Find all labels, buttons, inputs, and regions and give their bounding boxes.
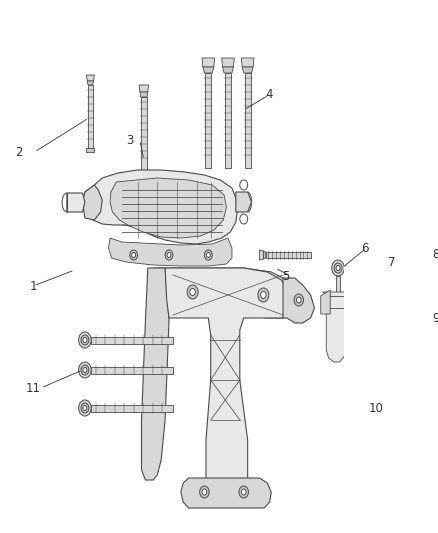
Circle shape [200,486,209,498]
Circle shape [202,489,207,495]
Text: 7: 7 [388,256,395,270]
Text: 4: 4 [265,88,272,101]
Polygon shape [205,73,212,168]
Polygon shape [181,478,271,508]
Polygon shape [88,85,93,148]
Polygon shape [321,290,330,314]
Polygon shape [259,250,263,260]
Polygon shape [91,367,173,374]
Polygon shape [244,73,251,168]
Polygon shape [91,336,173,343]
Polygon shape [225,73,231,168]
Polygon shape [165,268,290,495]
Circle shape [294,294,304,306]
Polygon shape [141,268,169,480]
Circle shape [83,367,87,373]
Polygon shape [86,75,94,81]
Polygon shape [241,58,254,67]
Text: 3: 3 [126,133,134,147]
Polygon shape [110,178,226,238]
Polygon shape [283,278,314,323]
Text: 11: 11 [25,382,41,394]
Polygon shape [86,148,94,152]
Polygon shape [357,278,366,285]
Polygon shape [322,292,409,362]
Circle shape [258,288,269,302]
Polygon shape [141,97,147,170]
Circle shape [78,362,91,378]
Circle shape [240,180,247,190]
Polygon shape [202,58,215,67]
Circle shape [187,285,198,299]
Text: 5: 5 [282,270,289,282]
Circle shape [167,253,171,257]
Circle shape [83,337,87,343]
Circle shape [81,365,89,375]
Circle shape [336,265,340,271]
Text: 1: 1 [29,279,37,293]
Circle shape [132,253,136,257]
Circle shape [405,349,410,356]
Polygon shape [399,340,415,362]
Polygon shape [263,251,266,259]
Polygon shape [87,81,94,85]
Polygon shape [236,192,251,212]
Circle shape [332,260,344,276]
Circle shape [403,346,412,358]
Circle shape [240,214,247,224]
Circle shape [206,253,210,257]
Text: 10: 10 [368,401,383,415]
Circle shape [165,250,173,260]
Circle shape [334,263,342,273]
Polygon shape [321,296,409,308]
Polygon shape [358,285,366,290]
Polygon shape [67,193,85,212]
Circle shape [78,332,91,348]
Polygon shape [401,308,412,340]
Polygon shape [109,238,232,266]
Circle shape [205,250,212,260]
Text: 2: 2 [15,146,23,158]
Circle shape [78,400,91,416]
Polygon shape [336,276,340,320]
Circle shape [261,292,266,298]
Circle shape [190,288,195,295]
Polygon shape [82,185,102,220]
Polygon shape [266,252,311,258]
Text: 9: 9 [432,311,438,325]
Polygon shape [203,67,214,73]
Polygon shape [91,405,173,411]
Polygon shape [139,85,148,92]
Text: 6: 6 [361,241,368,254]
Polygon shape [223,67,233,73]
Text: 8: 8 [432,248,438,262]
Polygon shape [222,58,234,67]
Circle shape [239,486,248,498]
Polygon shape [359,290,364,360]
Circle shape [81,335,89,345]
Circle shape [83,406,87,410]
Circle shape [81,403,89,413]
Circle shape [130,250,138,260]
Circle shape [406,350,409,354]
Polygon shape [140,92,148,97]
Circle shape [241,489,246,495]
Polygon shape [82,170,237,244]
Polygon shape [153,268,295,318]
Polygon shape [242,67,253,73]
Circle shape [297,297,301,303]
